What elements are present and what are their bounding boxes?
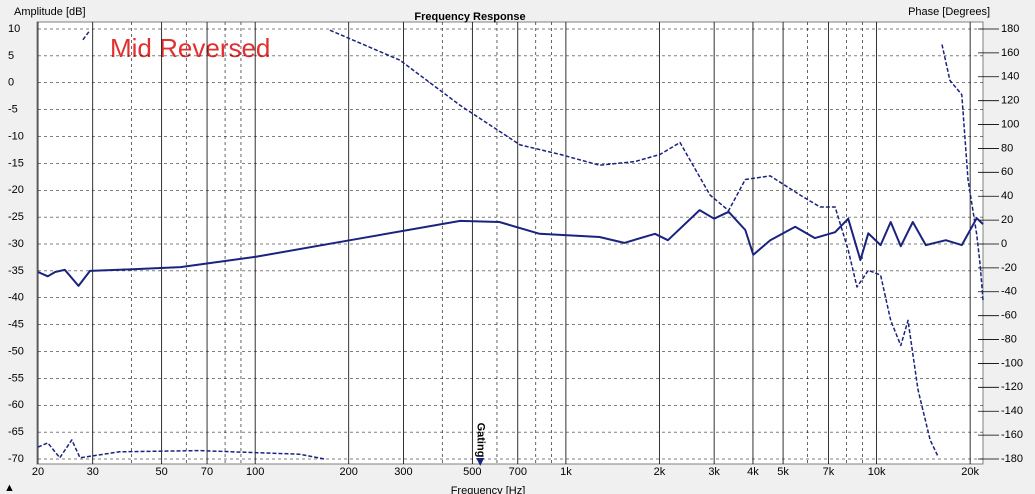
y-tick-label: -5	[8, 104, 18, 116]
annotation: Mid Reversed	[110, 33, 270, 63]
x-tick-label: 500	[463, 466, 481, 478]
y-tick-label: -20	[8, 184, 24, 196]
y-tick-label: 0	[8, 77, 14, 89]
x-tick-label: 300	[394, 466, 412, 478]
y2-tick-label: 60	[1001, 166, 1013, 178]
y-tick-label: -45	[8, 319, 24, 331]
magnitude-line	[37, 209, 984, 287]
gating-label: Gating	[474, 423, 486, 458]
y2-tick-label: 100	[1001, 118, 1019, 130]
y-tick-label: -25	[8, 211, 24, 223]
y2-tick-label: -140	[1001, 405, 1023, 417]
x-tick-label: 100	[246, 466, 264, 478]
y-tick-label: -50	[8, 345, 24, 357]
y-tick-label: -60	[8, 399, 24, 411]
y-tick-label: -35	[8, 265, 24, 277]
y-tick-label: -70	[8, 453, 24, 465]
y2-tick-label: -40	[1001, 286, 1017, 298]
y2-tick-label: 180	[1001, 23, 1019, 35]
y2-tick-label: -120	[1001, 381, 1023, 393]
x-tick-label: 70	[201, 466, 213, 478]
x-tick-label: 700	[509, 466, 527, 478]
y2-tick-label: -60	[1001, 310, 1017, 322]
x-tick-label: 5k	[777, 466, 789, 478]
y-tick-label: 5	[8, 50, 14, 62]
y-tick-label: -30	[8, 238, 24, 250]
y2-tick-label: 20	[1001, 214, 1013, 226]
y-tick-label: -40	[8, 292, 24, 304]
x-axis-label: Frequency [Hz]	[451, 485, 526, 494]
chart-title: Frequency Response	[414, 11, 525, 23]
x-tick-label: 4k	[747, 466, 759, 478]
y2-tick-label: 120	[1001, 95, 1019, 107]
y2-tick-label: 0	[1001, 238, 1007, 250]
y2-tick-label: -20	[1001, 262, 1017, 274]
y-tick-label: -10	[8, 130, 24, 142]
x-tick-label: 200	[340, 466, 358, 478]
y2-tick-label: -80	[1001, 333, 1017, 345]
x-tick-label: 30	[87, 466, 99, 478]
plot-area	[36, 21, 984, 465]
x-tick-label: 7k	[823, 466, 835, 478]
x-tick-label: 2k	[654, 466, 666, 478]
scroll-icon[interactable]: ▲	[4, 482, 15, 494]
y-tick-label: 10	[8, 23, 20, 35]
y2-tick-label: -180	[1001, 453, 1023, 465]
y2-tick-label: 140	[1001, 71, 1019, 83]
x-tick-label: 50	[156, 466, 168, 478]
x-tick-label: 20	[32, 466, 44, 478]
x-tick-label: 20k	[961, 466, 979, 478]
x-tick-label: 1k	[560, 466, 572, 478]
y2-tick-label: 40	[1001, 190, 1013, 202]
y-tick-label: -15	[8, 157, 24, 169]
y-tick-label: -55	[8, 372, 24, 384]
x-tick-label: 3k	[708, 466, 720, 478]
y-tick-label: -65	[8, 426, 24, 438]
x-tick-label: 10k	[868, 466, 886, 478]
y2-tick-label: -160	[1001, 429, 1023, 441]
y-axis-label: Amplitude [dB]	[14, 6, 86, 18]
y2-tick-label: 160	[1001, 47, 1019, 59]
y2-tick-label: 80	[1001, 142, 1013, 154]
gating-marker	[476, 458, 485, 466]
y2-axis-label: Phase [Degrees]	[908, 6, 990, 18]
y2-tick-label: -100	[1001, 357, 1023, 369]
